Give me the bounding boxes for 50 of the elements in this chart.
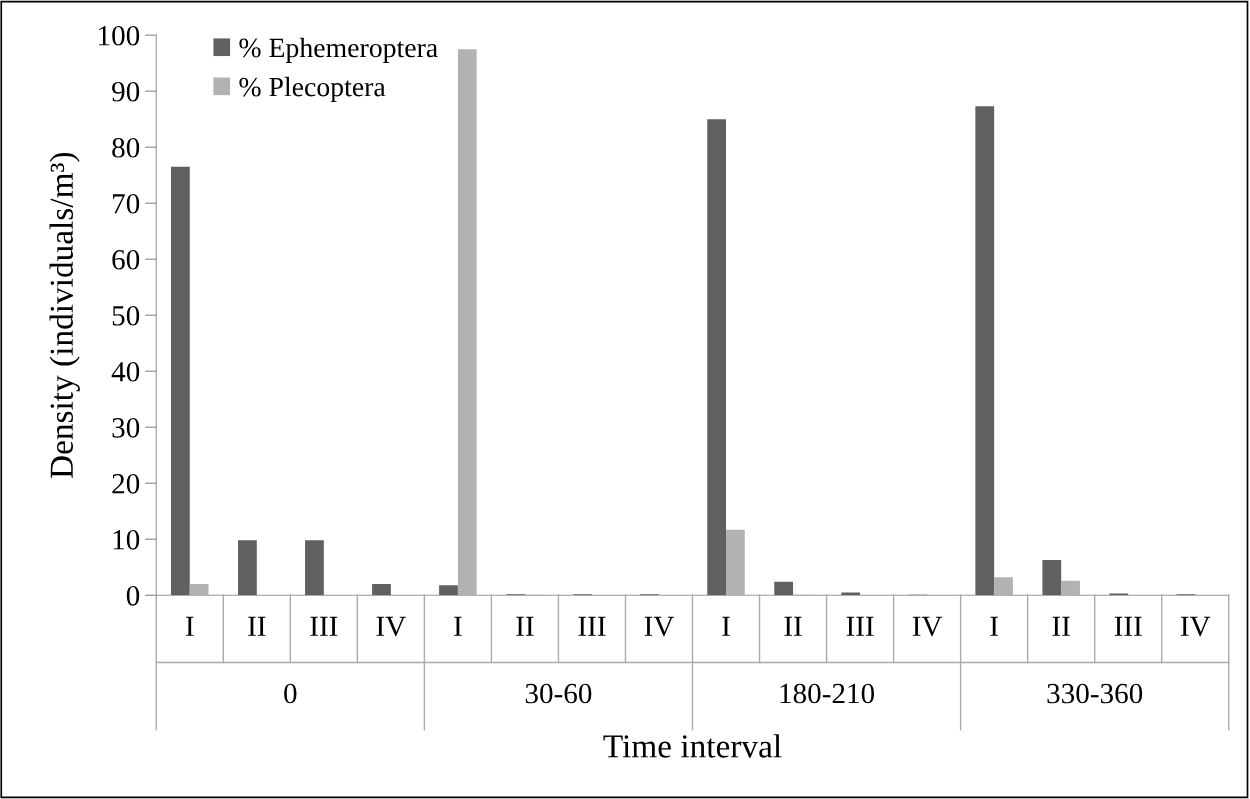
text: 0: [284, 683, 297, 704]
x-tick-label: I: [185, 616, 194, 636]
bar: [1042, 559, 1062, 596]
y-tick-label: 30: [112, 417, 140, 438]
bar: [707, 119, 727, 596]
bar: [305, 540, 324, 596]
bar: [1061, 580, 1080, 596]
x-tick-label: II: [1052, 616, 1070, 636]
text: 180-210: [780, 683, 875, 704]
x-tick-label: II: [248, 616, 266, 636]
x-tick-label: I: [990, 616, 998, 636]
y-tick-label: 60: [112, 249, 140, 270]
x-tick-label: IV: [644, 616, 675, 637]
bar: [171, 166, 190, 596]
x-tick-label: II: [516, 616, 534, 636]
x-tick-label: III: [1114, 616, 1142, 636]
text: 330-360: [1047, 683, 1143, 704]
x-tick-label: IV: [912, 616, 943, 637]
bar: [975, 106, 995, 596]
y-tick-label: 40: [111, 361, 140, 382]
bar: [457, 49, 477, 596]
y-tick-label: 20: [112, 473, 140, 494]
bar: [726, 529, 745, 596]
text: 30-60: [525, 683, 592, 704]
bar: [841, 592, 861, 596]
y-tick-label: 100: [99, 25, 140, 46]
x-tick-label: III: [846, 616, 874, 636]
x-tick-label: I: [454, 616, 462, 636]
x-tick-label: IV: [376, 616, 406, 637]
legend-label: % Ephemeroptera: [239, 37, 438, 63]
y-tick-label: 10: [113, 529, 140, 550]
y-tick-label: 90: [112, 81, 140, 102]
y-tick-label: 50: [112, 305, 140, 326]
y-axis-title: Density (individuals/m³): [49, 152, 80, 479]
y-tick-label: 70: [113, 193, 140, 214]
bar: [372, 584, 391, 596]
x-tick-label: III: [578, 616, 606, 636]
bar: [189, 584, 209, 596]
y-tick-label: 80: [112, 137, 140, 158]
x-tick-label: I: [722, 616, 730, 636]
bar: [774, 581, 794, 596]
x-tick-label: IV: [1180, 616, 1211, 637]
x-tick-label: III: [310, 616, 338, 636]
bar: [238, 540, 257, 596]
x-axis-title: Time interval: [603, 734, 782, 758]
bar: [439, 585, 458, 596]
bar: [994, 577, 1013, 596]
y-tick-label: 0: [126, 585, 140, 606]
x-tick-label: II: [784, 616, 802, 636]
legend-label: % Plecoptera: [239, 76, 386, 103]
